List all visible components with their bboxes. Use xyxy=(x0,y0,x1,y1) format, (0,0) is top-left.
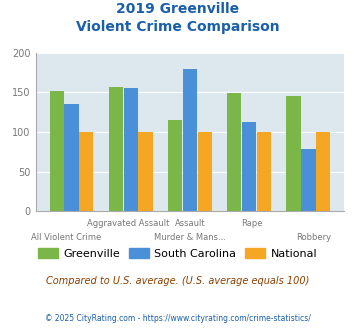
Bar xyxy=(257,132,271,211)
Text: © 2025 CityRating.com - https://www.cityrating.com/crime-statistics/: © 2025 CityRating.com - https://www.city… xyxy=(45,314,310,323)
Text: Violent Crime Comparison: Violent Crime Comparison xyxy=(76,20,279,34)
Bar xyxy=(286,96,301,211)
Text: Aggravated Assault: Aggravated Assault xyxy=(87,219,169,228)
Text: Murder & Mans...: Murder & Mans... xyxy=(154,233,226,242)
Text: All Violent Crime: All Violent Crime xyxy=(31,233,102,242)
Bar xyxy=(301,149,316,211)
Text: Rape: Rape xyxy=(241,219,262,228)
Bar xyxy=(50,91,64,211)
Text: Compared to U.S. average. (U.S. average equals 100): Compared to U.S. average. (U.S. average … xyxy=(46,276,309,285)
Bar xyxy=(138,132,153,211)
Bar xyxy=(316,132,330,211)
Text: 2019 Greenville: 2019 Greenville xyxy=(116,2,239,16)
Bar xyxy=(242,122,256,211)
Bar xyxy=(227,93,241,211)
Bar xyxy=(109,87,123,211)
Text: Robbery: Robbery xyxy=(296,233,331,242)
Bar xyxy=(183,69,197,211)
Legend: Greenville, South Carolina, National: Greenville, South Carolina, National xyxy=(33,244,322,263)
Bar xyxy=(198,132,212,211)
Bar xyxy=(79,132,93,211)
Text: Assault: Assault xyxy=(175,219,205,228)
Bar xyxy=(64,104,78,211)
Bar xyxy=(168,120,182,211)
Bar xyxy=(124,88,138,211)
